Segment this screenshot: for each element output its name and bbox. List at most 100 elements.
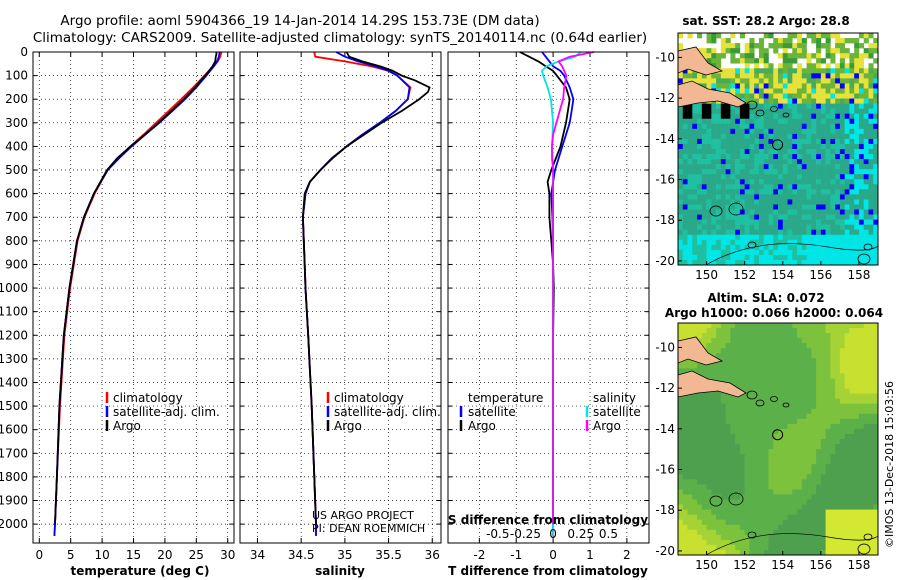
map-cell: [730, 149, 736, 155]
map-cell: [787, 388, 793, 394]
map-cell: [682, 524, 688, 531]
map-cell: [806, 454, 812, 460]
map-cell: [730, 113, 736, 120]
map-cell: [844, 154, 850, 160]
map-cell: [797, 199, 803, 205]
map-cell: [801, 504, 807, 510]
map-cell: [868, 174, 874, 180]
map-cell: [806, 123, 812, 130]
map-cell: [782, 494, 788, 500]
map-cell: [744, 108, 750, 114]
map-cell: [801, 333, 807, 339]
map-cell: [820, 504, 826, 510]
map-cell: [849, 234, 855, 241]
map-cell: [811, 494, 817, 500]
map-cell: [763, 373, 769, 379]
map-cell: [787, 83, 793, 89]
map-cell: [858, 93, 865, 99]
map-cell: [835, 118, 841, 125]
map-cell: [873, 154, 878, 160]
map-cell: [844, 469, 850, 475]
map-cell: [811, 174, 817, 180]
map-cell: [773, 103, 779, 109]
sst-map-coastline: [678, 46, 878, 265]
depth-tick-label: 0: [20, 45, 28, 59]
map-cell: [787, 423, 793, 430]
map-cell: [787, 504, 793, 510]
map-cell: [744, 189, 750, 195]
map-cell: [820, 428, 826, 435]
map-cell: [730, 439, 736, 445]
map-cell: [739, 353, 745, 359]
map-cell: [763, 464, 769, 470]
map-cell: [711, 219, 717, 225]
map-cell: [735, 93, 741, 99]
map-cell: [754, 143, 760, 150]
map-cell: [701, 154, 707, 160]
map-cell: [830, 433, 836, 440]
map-cell: [778, 249, 784, 256]
map-cell: [758, 159, 765, 165]
map-cell: [858, 499, 865, 505]
map-cell: [787, 138, 793, 145]
map-cell: [820, 338, 826, 344]
map-cell: [773, 423, 779, 430]
map-cell: [787, 469, 793, 475]
map-cell: [830, 363, 836, 369]
map-cell: [797, 154, 803, 160]
map-cell: [682, 113, 688, 120]
map-cell: [787, 524, 793, 531]
map-cell: [797, 378, 803, 384]
map-cell: [792, 229, 798, 236]
map-cell: [701, 219, 707, 225]
map-cell: [754, 529, 760, 536]
map-cell: [778, 123, 784, 130]
map-cell: [725, 423, 731, 430]
map-cell: [854, 204, 860, 210]
map-cell: [787, 393, 793, 399]
map-cell: [735, 154, 741, 160]
map-cell: [763, 179, 769, 185]
map-cell: [730, 58, 736, 64]
map-cell: [787, 474, 793, 480]
map-cell: [711, 48, 717, 54]
map-cell: [711, 494, 717, 500]
map-cell: [773, 343, 779, 349]
map-cell: [816, 539, 822, 546]
map-cell: [687, 368, 693, 374]
map-cell: [697, 464, 703, 470]
map-cell: [849, 93, 855, 99]
map-cell: [701, 403, 707, 410]
map-cell: [716, 479, 722, 485]
map-cell: [844, 98, 850, 104]
map-cell: [830, 259, 836, 265]
map-cell: [792, 499, 798, 505]
map-cell: [787, 169, 793, 175]
map-cell: [682, 398, 688, 404]
map-cell: [849, 449, 855, 455]
map-cell: [825, 138, 831, 145]
map-cell: [787, 509, 793, 515]
map-cell: [806, 179, 812, 185]
map-cell: [730, 189, 736, 195]
map-cell: [768, 403, 774, 410]
map-cell: [825, 449, 831, 455]
depth-tick-label: 900: [5, 257, 28, 271]
map-cell: [697, 184, 703, 190]
map-cell: [754, 128, 760, 135]
map-cell: [816, 433, 822, 440]
map-cell: [692, 408, 698, 415]
map-cell: [873, 529, 878, 536]
map-cell: [687, 509, 693, 515]
map-cell: [706, 454, 712, 460]
map-cell: [806, 254, 812, 261]
map-cell: [801, 43, 807, 49]
map-cell: [801, 484, 807, 490]
map-cell: [873, 549, 878, 555]
map-y-tick-label: -14: [655, 422, 675, 436]
map-cell: [692, 433, 698, 440]
map-cell: [778, 428, 784, 435]
map-cell: [678, 219, 684, 225]
map-cell: [725, 219, 731, 225]
map-cell: [792, 214, 798, 220]
